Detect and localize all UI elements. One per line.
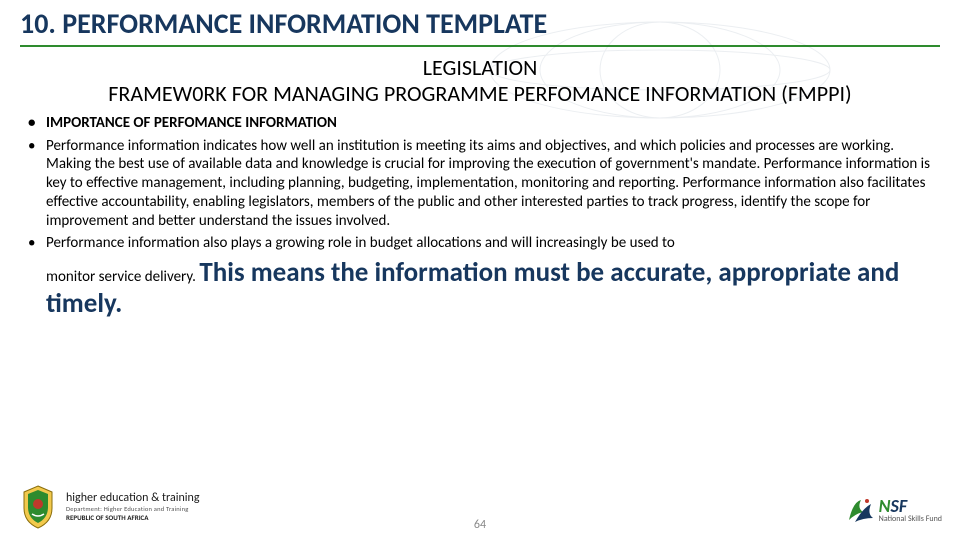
subhead-line2: FRAMEW0RK FOR MANAGING PROGRAMME PERFOMA… <box>20 81 940 107</box>
nsf-full: National Skills Fund <box>879 515 942 523</box>
dhet-line2: Department: Higher Education and Trainin… <box>66 506 199 513</box>
title-underline <box>20 45 940 47</box>
dhet-text: higher education & training Department: … <box>66 492 199 522</box>
dhet-line1: higher education & training <box>66 492 199 505</box>
slide: 10. PERFORMANCE INFORMATION TEMPLATE LEG… <box>0 0 960 540</box>
slide-title: 10. PERFORMANCE INFORMATION TEMPLATE <box>0 0 960 43</box>
nsf-logo-block: NSF National Skills Fund <box>843 494 942 526</box>
footer: higher education & training Department: … <box>0 474 960 534</box>
closing-emphasis: This means the information must be accur… <box>46 256 899 320</box>
bullet-1: IMPORTANCE OF PERFOMANCE INFORMATION <box>28 114 932 133</box>
nsf-text: NSF National Skills Fund <box>879 497 942 523</box>
closing-paragraph: monitor service delivery. This means the… <box>0 257 960 319</box>
bullet-2: Performance information indicates how we… <box>28 137 932 231</box>
dhet-line3: REPUBLIC OF SOUTH AFRICA <box>66 514 199 522</box>
dhet-logo-block: higher education & training Department: … <box>18 484 199 530</box>
bullet-3: Performance information also plays a gro… <box>28 234 932 253</box>
closing-small: monitor service delivery. <box>46 268 199 286</box>
bullet-list: IMPORTANCE OF PERFOMANCE INFORMATION Per… <box>0 108 960 253</box>
subhead-line1: LEGISLATION <box>20 55 940 81</box>
nsf-mark-icon <box>843 494 875 526</box>
subheading: LEGISLATION FRAMEW0RK FOR MANAGING PROGR… <box>0 55 960 108</box>
coat-of-arms-icon <box>18 484 58 530</box>
